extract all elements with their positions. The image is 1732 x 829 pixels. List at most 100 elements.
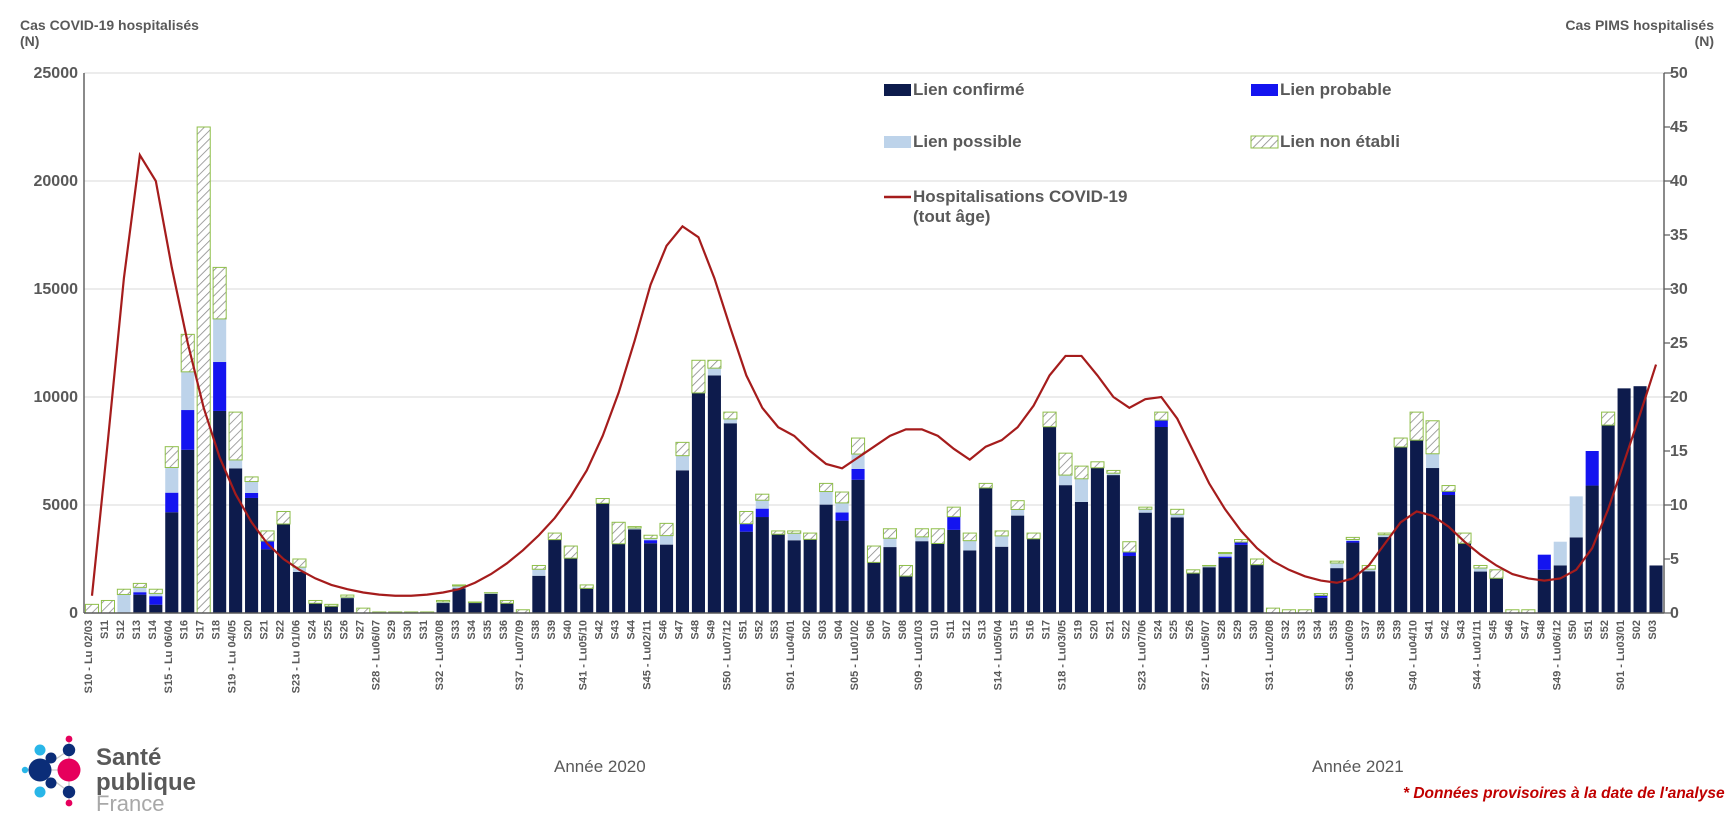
svg-text:S43: S43 [610, 620, 622, 640]
svg-text:S47: S47 [1519, 620, 1531, 640]
svg-text:S02: S02 [801, 620, 813, 640]
svg-text:S11: S11 [945, 620, 957, 639]
svg-text:S24: S24 [306, 619, 318, 639]
svg-text:S21: S21 [1104, 620, 1116, 640]
svg-text:S22: S22 [1120, 620, 1132, 640]
svg-text:S09 - Lu01/03: S09 - Lu01/03 [913, 620, 925, 690]
svg-text:France: France [96, 791, 164, 816]
svg-text:5000: 5000 [42, 497, 78, 514]
svg-text:S41 - Lu05/10: S41 - Lu05/10 [578, 620, 590, 690]
svg-text:S35: S35 [482, 620, 494, 640]
svg-text:S44 - Lu01/11: S44 - Lu01/11 [1471, 620, 1483, 690]
svg-text:S23 - Lu 01/06: S23 - Lu 01/06 [290, 620, 302, 693]
svg-text:S36 - Lu06/09: S36 - Lu06/09 [1344, 620, 1356, 690]
svg-text:Hospitalisations COVID-19: Hospitalisations COVID-19 [913, 187, 1127, 206]
svg-text:S37 - Lu07/09: S37 - Lu07/09 [514, 620, 526, 690]
svg-text:S27: S27 [354, 620, 366, 640]
svg-text:S41: S41 [1424, 620, 1436, 640]
svg-text:S26: S26 [1184, 620, 1196, 640]
svg-text:45: 45 [1670, 119, 1688, 136]
svg-text:S17: S17 [195, 620, 207, 640]
svg-text:S15 - Lu 06/04: S15 - Lu 06/04 [163, 619, 175, 693]
svg-text:Lien probable: Lien probable [1280, 80, 1391, 99]
svg-text:S13: S13 [131, 620, 143, 640]
svg-text:35: 35 [1670, 227, 1688, 244]
svg-text:S45 - Lu02/11: S45 - Lu02/11 [642, 620, 654, 690]
svg-text:S27 - Lu05/07: S27 - Lu05/07 [1200, 620, 1212, 690]
svg-text:S15: S15 [1009, 620, 1021, 640]
svg-text:S31: S31 [418, 620, 430, 640]
svg-text:S42: S42 [594, 620, 606, 640]
svg-text:S38: S38 [530, 620, 542, 640]
svg-text:S49 - Lu06/12: S49 - Lu06/12 [1551, 620, 1563, 690]
svg-text:40: 40 [1670, 173, 1688, 190]
svg-text:* Données provisoires à la dat: * Données provisoires à la date de l'ana… [1403, 785, 1725, 802]
svg-text:25: 25 [1670, 335, 1688, 352]
svg-text:S28: S28 [1216, 620, 1228, 640]
svg-text:S43: S43 [1456, 620, 1468, 640]
svg-text:S06: S06 [865, 620, 877, 640]
svg-text:S01 - Lu03/01: S01 - Lu03/01 [1615, 620, 1627, 690]
svg-text:S33: S33 [1296, 620, 1308, 640]
svg-text:S37: S37 [1360, 620, 1372, 640]
svg-text:10000: 10000 [34, 389, 79, 406]
svg-text:S18 - Lu03/05: S18 - Lu03/05 [1057, 620, 1069, 690]
svg-text:S51: S51 [1583, 620, 1595, 640]
svg-text:S13: S13 [977, 620, 989, 640]
svg-text:S25: S25 [322, 620, 334, 640]
svg-text:S29: S29 [1232, 620, 1244, 640]
svg-text:15000: 15000 [34, 281, 79, 298]
svg-text:S46: S46 [658, 620, 670, 640]
svg-text:S14 - Lu05/04: S14 - Lu05/04 [993, 619, 1005, 690]
svg-text:S26: S26 [338, 620, 350, 640]
svg-text:S14: S14 [147, 619, 159, 639]
svg-text:S25: S25 [1168, 620, 1180, 640]
svg-text:S32: S32 [1280, 620, 1292, 640]
svg-text:S10: S10 [929, 620, 941, 640]
svg-text:10: 10 [1670, 497, 1688, 514]
svg-text:Lien confirmé: Lien confirmé [913, 80, 1024, 99]
svg-text:S08: S08 [897, 620, 909, 640]
svg-text:S03: S03 [1647, 620, 1659, 640]
svg-text:0: 0 [69, 605, 78, 622]
svg-text:S17: S17 [1041, 620, 1053, 640]
svg-text:S51: S51 [737, 620, 749, 640]
svg-text:S20: S20 [243, 620, 255, 640]
svg-text:S46: S46 [1503, 620, 1515, 640]
svg-text:S42: S42 [1440, 620, 1452, 640]
svg-text:S40: S40 [562, 620, 574, 640]
svg-text:(tout âge): (tout âge) [913, 207, 990, 226]
svg-text:S24: S24 [1152, 619, 1164, 639]
svg-text:S39: S39 [546, 620, 558, 640]
svg-text:S19: S19 [1072, 620, 1084, 640]
svg-text:20: 20 [1670, 389, 1688, 406]
svg-text:S40 - Lu04/10: S40 - Lu04/10 [1408, 620, 1420, 690]
svg-text:S34: S34 [1312, 619, 1324, 639]
svg-text:S36: S36 [498, 620, 510, 640]
svg-text:15: 15 [1670, 443, 1688, 460]
svg-text:S34: S34 [466, 619, 478, 639]
svg-text:S39: S39 [1392, 620, 1404, 640]
svg-text:S12: S12 [115, 620, 127, 640]
svg-text:S07: S07 [881, 620, 893, 640]
svg-text:S29: S29 [386, 620, 398, 640]
svg-text:25000: 25000 [34, 65, 79, 82]
svg-text:S20: S20 [1088, 620, 1100, 640]
svg-text:S53: S53 [769, 620, 781, 640]
svg-text:S50 - Lu07/12: S50 - Lu07/12 [721, 620, 733, 690]
svg-text:S11: S11 [99, 620, 111, 639]
svg-text:S31 - Lu02/08: S31 - Lu02/08 [1264, 620, 1276, 690]
svg-text:S52: S52 [1599, 620, 1611, 640]
svg-text:S28 - Lu06/07: S28 - Lu06/07 [370, 620, 382, 690]
svg-text:S38: S38 [1376, 620, 1388, 640]
svg-text:S10 - Lu 02/03: S10 - Lu 02/03 [83, 620, 95, 693]
svg-text:Santé: Santé [96, 744, 161, 771]
svg-text:S35: S35 [1328, 620, 1340, 640]
svg-text:S02: S02 [1631, 620, 1643, 640]
svg-text:S22: S22 [274, 620, 286, 640]
svg-text:S33: S33 [450, 620, 462, 640]
svg-text:S52: S52 [753, 620, 765, 640]
svg-text:S19 - Lu 04/05: S19 - Lu 04/05 [227, 620, 239, 693]
svg-text:S30: S30 [1248, 620, 1260, 640]
svg-text:Année 2020: Année 2020 [554, 757, 646, 776]
